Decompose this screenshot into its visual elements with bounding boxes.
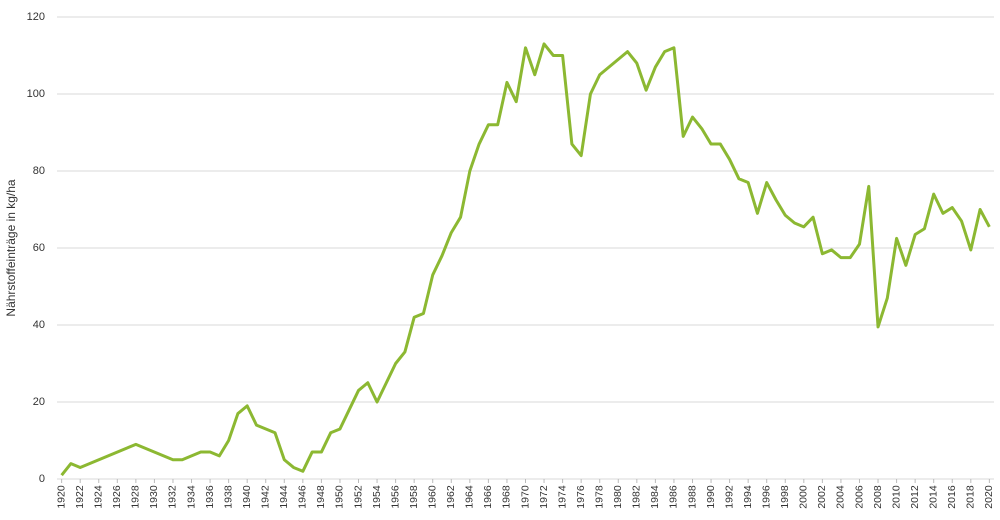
x-tick-label: 1928	[130, 485, 142, 509]
x-tick-label: 1942	[260, 485, 272, 509]
x-tick-label: 2016	[946, 485, 958, 509]
x-tick-label: 1950	[334, 485, 346, 509]
x-tick-label: 1938	[222, 485, 234, 509]
x-tick-label: 1926	[111, 485, 123, 509]
x-tick-label: 1974	[556, 485, 568, 509]
x-tick-label: 2010	[890, 485, 902, 509]
x-tick-label: 2002	[816, 485, 828, 509]
x-tick-label: 1972	[538, 485, 550, 509]
x-tick-label: 1922	[74, 485, 86, 509]
y-tick-label: 60	[33, 242, 45, 254]
x-tick-label: 2004	[835, 485, 847, 509]
x-tick-label: 1984	[649, 485, 661, 509]
x-tick-label: 1948	[315, 485, 327, 509]
x-tick-label: 1998	[779, 485, 791, 509]
y-tick-label: 0	[39, 473, 45, 485]
x-tick-label: 1964	[464, 485, 476, 509]
x-tick-label: 2020	[983, 485, 995, 509]
y-axis-label: Nährstoffeinträge in kg/ha	[4, 179, 18, 317]
x-tick-label: 1996	[760, 485, 772, 509]
x-tick-label: 1960	[427, 485, 439, 509]
x-tick-label: 1954	[371, 485, 383, 509]
x-tick-label: 1986	[668, 485, 680, 509]
data-line	[60, 42, 991, 477]
x-tick-label: 1988	[686, 485, 698, 509]
y-tick-label: 100	[27, 88, 45, 100]
x-tick-label: 1932	[167, 485, 179, 509]
x-tick-label: 1920	[55, 485, 67, 509]
x-tick-label: 1930	[148, 485, 160, 509]
x-tick-label: 1946	[297, 485, 309, 509]
x-tick-label: 2012	[909, 485, 921, 509]
x-tick-label: 1982	[631, 485, 643, 509]
x-tick-label: 1978	[593, 485, 605, 509]
x-tick-label: 2006	[853, 485, 865, 509]
x-tick-label: 2014	[927, 485, 939, 509]
x-tick-label: 1992	[723, 485, 735, 509]
x-tick-label: 1976	[575, 485, 587, 509]
y-tick-label: 80	[33, 165, 45, 177]
x-tick-label: 1944	[278, 485, 290, 509]
x-tick-label: 1968	[501, 485, 513, 509]
x-tick-label: 1990	[705, 485, 717, 509]
x-tick-label: 1940	[241, 485, 253, 509]
x-tick-label: 1970	[519, 485, 531, 509]
x-tick-label: 1934	[185, 485, 197, 509]
x-tick-label: 1958	[408, 485, 420, 509]
x-tick-label: 1952	[352, 485, 364, 509]
y-tick-label: 20	[33, 396, 45, 408]
x-tick-label: 2008	[872, 485, 884, 509]
x-tick-label: 1962	[445, 485, 457, 509]
x-tick-label: 1994	[742, 485, 754, 509]
x-tick-label: 1980	[612, 485, 624, 509]
x-tick-label: 1966	[482, 485, 494, 509]
y-tick-label: 120	[27, 11, 45, 23]
x-tick-label: 2018	[965, 485, 977, 509]
x-tick-label: 1936	[204, 485, 216, 509]
x-tick-label: 1956	[389, 485, 401, 509]
x-tick-label: 2000	[798, 485, 810, 509]
y-tick-label: 40	[33, 319, 45, 331]
x-tick-label: 1924	[93, 485, 105, 509]
